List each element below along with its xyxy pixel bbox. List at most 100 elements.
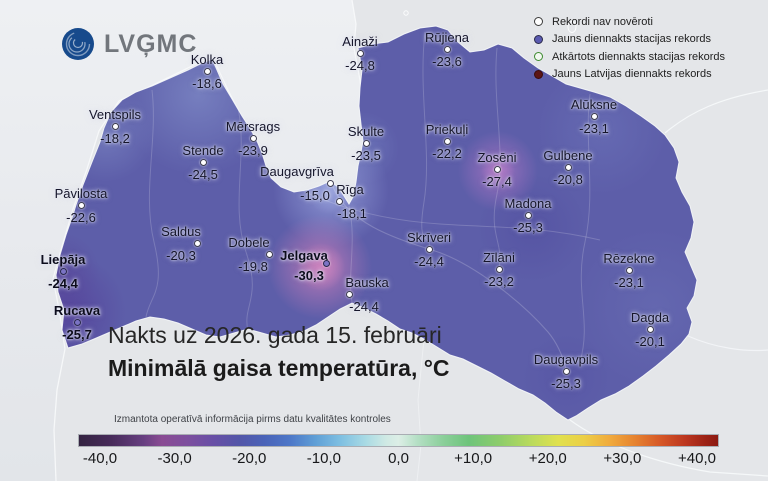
station-marker-kolka bbox=[203, 67, 211, 75]
station-name-ventspils: Ventspils bbox=[88, 107, 142, 122]
border-russia-belarus bbox=[687, 335, 768, 352]
legend-item: Rekordi nav novēroti bbox=[534, 15, 725, 28]
map-title-date: Nakts uz 2026. gada 15. februāri bbox=[108, 322, 442, 348]
station-marker-m-rsrags bbox=[249, 134, 257, 142]
colorbar-tick: -30,0 bbox=[157, 450, 192, 467]
station-temp-r-jiena: -23,6 bbox=[432, 54, 462, 69]
station-marker-gulbene bbox=[564, 163, 572, 171]
station-name-m-rsrags: Mērsrags bbox=[225, 119, 281, 134]
colorbar-tick: -20,0 bbox=[232, 450, 267, 467]
station-temp-z-l-ni: -23,2 bbox=[484, 274, 514, 289]
legend-marker-icon bbox=[534, 34, 543, 44]
station-marker-jelgava bbox=[322, 259, 330, 267]
colorbar-gradient bbox=[78, 434, 719, 447]
station-name-dagda: Dagda bbox=[630, 310, 670, 325]
station-marker-saldus bbox=[193, 239, 201, 247]
legend-marker-icon bbox=[534, 17, 543, 26]
station-name-p-vilosta: Pāvilosta bbox=[54, 186, 108, 201]
legend-item-label: Jauns Latvijas diennakts rekords bbox=[552, 68, 712, 80]
station-marker-stende bbox=[199, 158, 207, 166]
station-name-gulbene: Gulbene bbox=[543, 148, 593, 163]
station-marker-daugavpils bbox=[562, 367, 570, 375]
station-name-skulte: Skulte bbox=[347, 124, 385, 139]
region-borders bbox=[145, 31, 601, 363]
colorbar-tick: +40,0 bbox=[678, 450, 716, 467]
colorbar-tick: +30,0 bbox=[603, 450, 642, 467]
station-temp-al-ksne: -23,1 bbox=[579, 121, 609, 136]
colorbar-tick: 0,0 bbox=[388, 450, 409, 467]
station-temp-skr-veri: -24,4 bbox=[414, 254, 444, 269]
daugava-river bbox=[332, 186, 567, 370]
station-name-madona: Madona bbox=[504, 196, 552, 211]
station-temp-madona: -25,3 bbox=[513, 220, 543, 235]
colorbar-tick: -10,0 bbox=[306, 450, 341, 467]
station-name-rucava: Rucava bbox=[53, 303, 101, 318]
station-name-zos-ni: Zosēni bbox=[477, 150, 517, 165]
station-temp-r-zekne: -23,1 bbox=[614, 275, 644, 290]
colorbar-tick: +10,0 bbox=[454, 450, 493, 467]
station-marker-al-ksne bbox=[590, 112, 598, 120]
legend-item: Jauns diennakts stacijas rekords bbox=[534, 33, 725, 46]
station-temp-daugavgr-va: -15,0 bbox=[300, 188, 330, 203]
station-name-dobele: Dobele bbox=[228, 235, 270, 250]
station-temp-ventspils: -18,2 bbox=[100, 131, 130, 146]
island-ruhnu bbox=[567, 21, 577, 33]
island-small bbox=[403, 10, 409, 16]
station-marker-rucava bbox=[73, 318, 81, 326]
station-marker-z-l-ni bbox=[495, 265, 503, 273]
station-temp-skulte: -23,5 bbox=[351, 148, 381, 163]
station-temp-rucava: -25,7 bbox=[62, 327, 92, 342]
legend: Rekordi nav novēroti Jauns diennakts stac… bbox=[534, 15, 725, 85]
station-marker-r-jiena bbox=[443, 45, 451, 53]
legend-item-label: Rekordi nav novēroti bbox=[552, 15, 653, 28]
station-name-prieku-i: Priekuļi bbox=[425, 122, 469, 137]
border-lithuania-internal bbox=[416, 338, 425, 481]
lvgmc-logo-icon bbox=[62, 28, 94, 60]
colorbar-tick: +20,0 bbox=[528, 450, 567, 467]
station-temp-m-rsrags: -23,9 bbox=[238, 143, 268, 158]
station-marker-dagda bbox=[646, 325, 654, 333]
station-name-r-ga: Rīga bbox=[336, 182, 364, 197]
station-temp-liep-ja: -24,4 bbox=[48, 276, 78, 291]
colorbar-ticks: -40,0 -30,0 -20,0 -10,0 0,0 +10,0 +20,0 +30,0 +4… bbox=[78, 447, 719, 469]
station-marker-skulte bbox=[362, 139, 370, 147]
legend-item-label: Jauns diennakts stacijas rekords bbox=[552, 33, 711, 45]
lvgmc-logo-text: LVĢMC bbox=[104, 29, 198, 58]
lvgmc-logo: LVĢMC bbox=[60, 26, 197, 62]
station-marker-liep-ja bbox=[59, 267, 67, 275]
footnote: Izmantota operatīvā informācija pirms da… bbox=[114, 414, 391, 425]
legend-item: Atkārtots diennakts stacijas rekords bbox=[534, 50, 725, 63]
station-name-z-l-ni: Zīlāni bbox=[483, 250, 515, 265]
station-temp-aina-i: -24,8 bbox=[345, 58, 375, 73]
station-name-saldus: Saldus bbox=[161, 224, 201, 239]
station-marker-bauska bbox=[345, 290, 353, 298]
station-name-jelgava: Jelgava bbox=[280, 248, 328, 263]
station-name-liep-ja: Liepāja bbox=[40, 252, 86, 267]
station-name-r-zekne: Rēzekne bbox=[603, 251, 655, 266]
colorbar: -40,0 -30,0 -20,0 -10,0 0,0 +10,0 +20,0 +30,0 +4… bbox=[78, 434, 719, 469]
station-marker-r-zekne bbox=[625, 266, 633, 274]
latvia-outline bbox=[55, 25, 698, 421]
station-marker-r-ga bbox=[335, 197, 343, 205]
station-temp-dagda: -20,1 bbox=[635, 334, 665, 349]
station-temp-saldus: -20,3 bbox=[166, 248, 196, 263]
station-name-kolka: Kolka bbox=[190, 52, 224, 67]
title-block: Nakts uz 2026. gada 15. februāri Minimāl… bbox=[108, 320, 450, 386]
station-name-daugavpils: Daugavpils bbox=[533, 352, 599, 367]
border-estonia-russia bbox=[664, 89, 768, 134]
station-marker-p-vilosta bbox=[77, 201, 85, 209]
station-marker-zos-ni bbox=[493, 165, 501, 173]
station-name-aina-i: Ainaži bbox=[342, 34, 378, 49]
station-name-al-ksne: Alūksne bbox=[570, 97, 618, 112]
border-lithuania-belarus bbox=[569, 419, 768, 477]
colorbar-tick: -40,0 bbox=[82, 450, 118, 467]
station-temp-p-vilosta: -22,6 bbox=[66, 210, 96, 225]
station-marker-daugavgr-va bbox=[326, 179, 334, 187]
legend-marker-icon bbox=[534, 52, 543, 61]
station-marker-madona bbox=[524, 211, 532, 219]
station-temp-r-ga: -18,1 bbox=[337, 206, 367, 221]
station-temp-zos-ni: -27,4 bbox=[482, 174, 512, 189]
